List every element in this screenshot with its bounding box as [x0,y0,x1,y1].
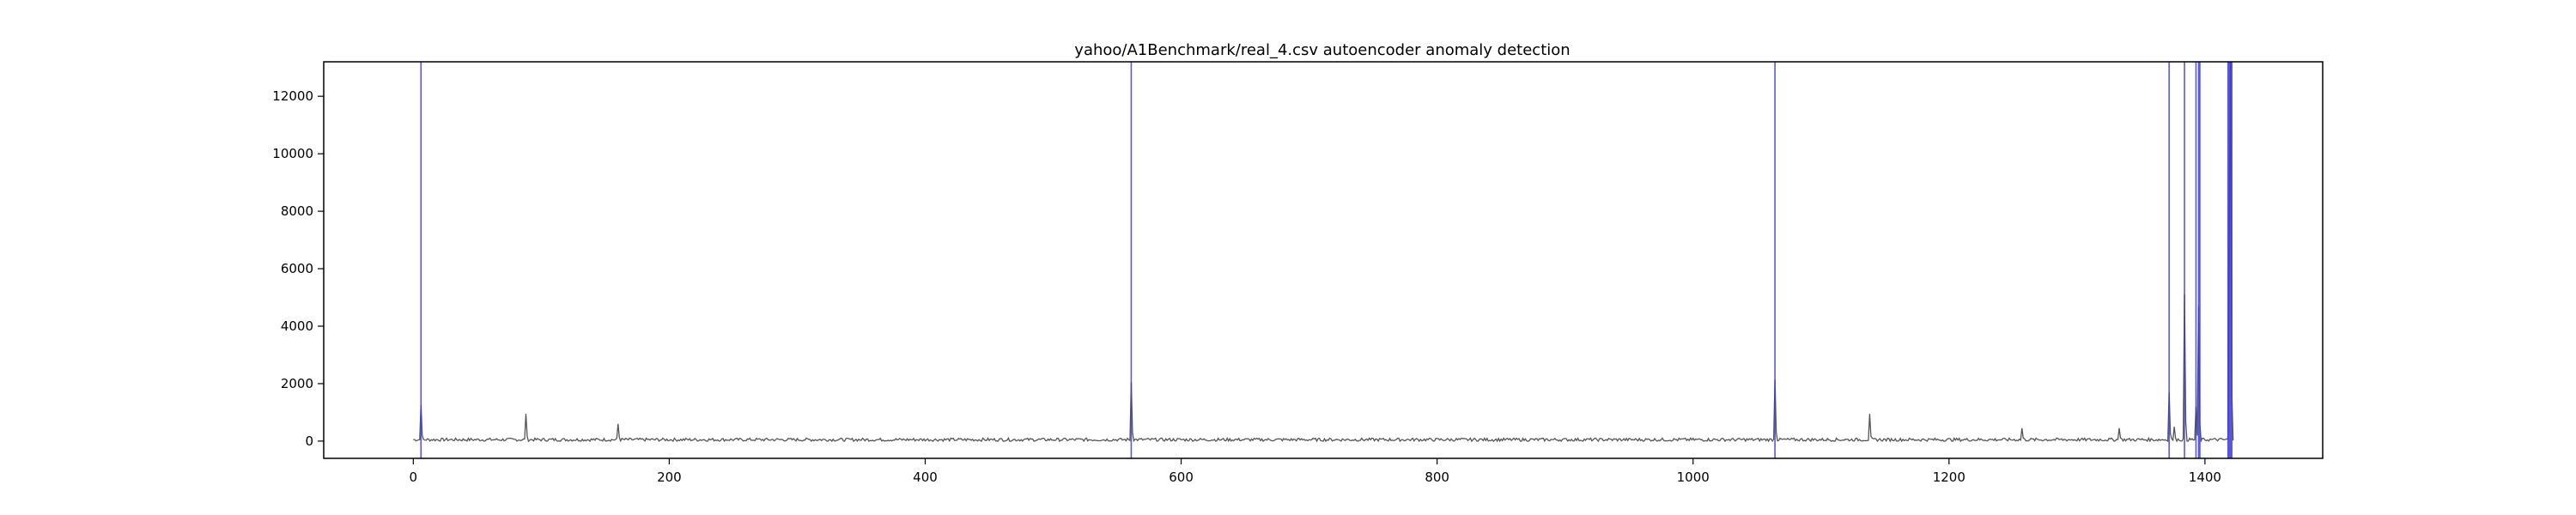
x-tick-label: 400 [913,470,938,485]
y-tick-label: 6000 [281,261,313,276]
x-axis: 0 200 400 600 800 1000 1200 1400 [410,458,2221,485]
series-line [413,61,2234,443]
y-tick-label: 2000 [281,376,313,391]
x-tick-label: 0 [410,470,418,485]
y-tick-label: 4000 [281,318,313,334]
x-tick-label: 200 [657,470,682,485]
y-tick-label: 0 [305,433,313,449]
y-tick-label: 12000 [272,88,313,104]
plot-frame [323,61,2324,459]
chart-title: yahoo/A1Benchmark/real_4.csv autoencoder… [1074,41,1570,59]
y-tick-label: 10000 [272,146,313,161]
x-tick-label: 1400 [2189,470,2221,485]
x-tick-label: 1200 [1933,470,1965,485]
y-tick-label: 8000 [281,203,313,219]
x-tick-label: 800 [1425,470,1449,485]
x-tick-label: 1000 [1677,470,1710,485]
x-tick-label: 600 [1169,470,1194,485]
y-axis: 0 2000 4000 6000 8000 10000 12000 [272,88,324,449]
plot-area [413,61,2234,458]
